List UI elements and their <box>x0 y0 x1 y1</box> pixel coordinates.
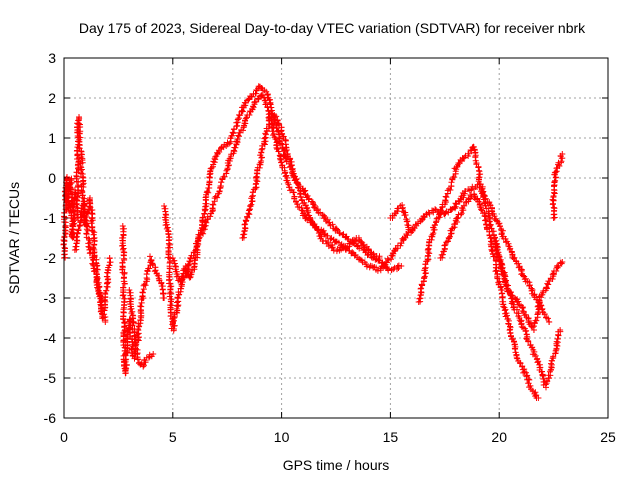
series-s3 <box>71 200 109 325</box>
series-layer <box>60 83 566 401</box>
y-tick-label: 1 <box>48 130 56 146</box>
series-markers-s4 <box>119 223 168 377</box>
x-tick-label: 15 <box>383 429 399 445</box>
series-s13 <box>549 151 566 221</box>
series-s5 <box>126 287 157 370</box>
grid-layer <box>64 58 608 418</box>
x-tick-label: 25 <box>600 429 616 445</box>
series-markers-s13 <box>549 151 566 221</box>
tick-layer: 0 5 10 15 20 25 -6 -5 -4 -3 -2 -1 0 1 2 3 <box>44 50 616 445</box>
series-s7 <box>169 92 553 325</box>
series-markers-s10 <box>415 143 564 391</box>
x-axis-label: GPS time / hours <box>283 457 390 473</box>
series-markers-s9 <box>387 202 413 233</box>
series-s8 <box>239 111 383 261</box>
plot-frame <box>63 57 609 419</box>
series-s9 <box>387 202 413 233</box>
y-axis-label: SDTVAR / TECUs <box>6 182 22 294</box>
series-s11 <box>437 191 542 401</box>
y-tick-label: -3 <box>44 290 57 306</box>
series-s6 <box>161 83 405 334</box>
y-tick-label: -5 <box>44 370 57 386</box>
y-tick-label: 3 <box>48 50 56 66</box>
y-tick-label: -4 <box>44 330 57 346</box>
x-tick-label: 10 <box>274 429 290 445</box>
series-s10 <box>415 143 564 391</box>
x-tick-label: 0 <box>60 429 68 445</box>
series-s12 <box>491 235 566 333</box>
y-tick-label: 0 <box>48 170 56 186</box>
series-markers-s12 <box>491 235 566 333</box>
series-markers-s11 <box>437 191 542 401</box>
y-tick-label: -1 <box>44 210 57 226</box>
series-s4 <box>119 223 168 377</box>
y-tick-label: 2 <box>48 90 56 106</box>
series-markers-s6 <box>161 83 405 334</box>
y-tick-label: -6 <box>44 410 57 426</box>
series-markers-s3 <box>71 200 109 325</box>
series-markers-s5 <box>126 287 157 370</box>
series-markers-s8 <box>239 111 383 261</box>
series-markers-s7 <box>169 92 553 325</box>
y-tick-label: -2 <box>44 250 57 266</box>
chart-title: Day 175 of 2023, Sidereal Day-to-day VTE… <box>79 20 586 36</box>
x-tick-label: 5 <box>169 429 177 445</box>
x-tick-label: 20 <box>491 429 507 445</box>
